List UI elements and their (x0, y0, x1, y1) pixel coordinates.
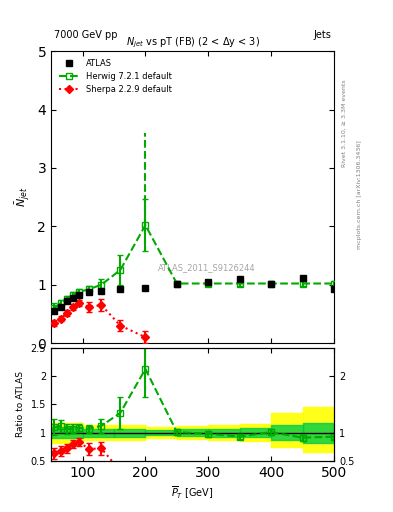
Y-axis label: $\bar{N}_{jet}$: $\bar{N}_{jet}$ (13, 187, 32, 207)
Text: mcplots.cern.ch [arXiv:1306.3436]: mcplots.cern.ch [arXiv:1306.3436] (357, 140, 362, 249)
X-axis label: $\overline{P}_T$ [GeV]: $\overline{P}_T$ [GeV] (171, 485, 214, 501)
Text: Rivet 3.1.10, ≥ 3.3M events: Rivet 3.1.10, ≥ 3.3M events (342, 79, 346, 167)
Title: $N_{jet}$ vs pT (FB) (2 < $\Delta$y < 3): $N_{jet}$ vs pT (FB) (2 < $\Delta$y < 3) (126, 36, 259, 51)
Text: ATLAS_2011_S9126244: ATLAS_2011_S9126244 (158, 263, 255, 272)
Y-axis label: Ratio to ATLAS: Ratio to ATLAS (16, 372, 25, 437)
Legend: ATLAS, Herwig 7.2.1 default, Sherpa 2.2.9 default: ATLAS, Herwig 7.2.1 default, Sherpa 2.2.… (55, 55, 175, 97)
Text: 7000 GeV pp: 7000 GeV pp (54, 30, 118, 39)
Text: Jets: Jets (313, 30, 331, 39)
